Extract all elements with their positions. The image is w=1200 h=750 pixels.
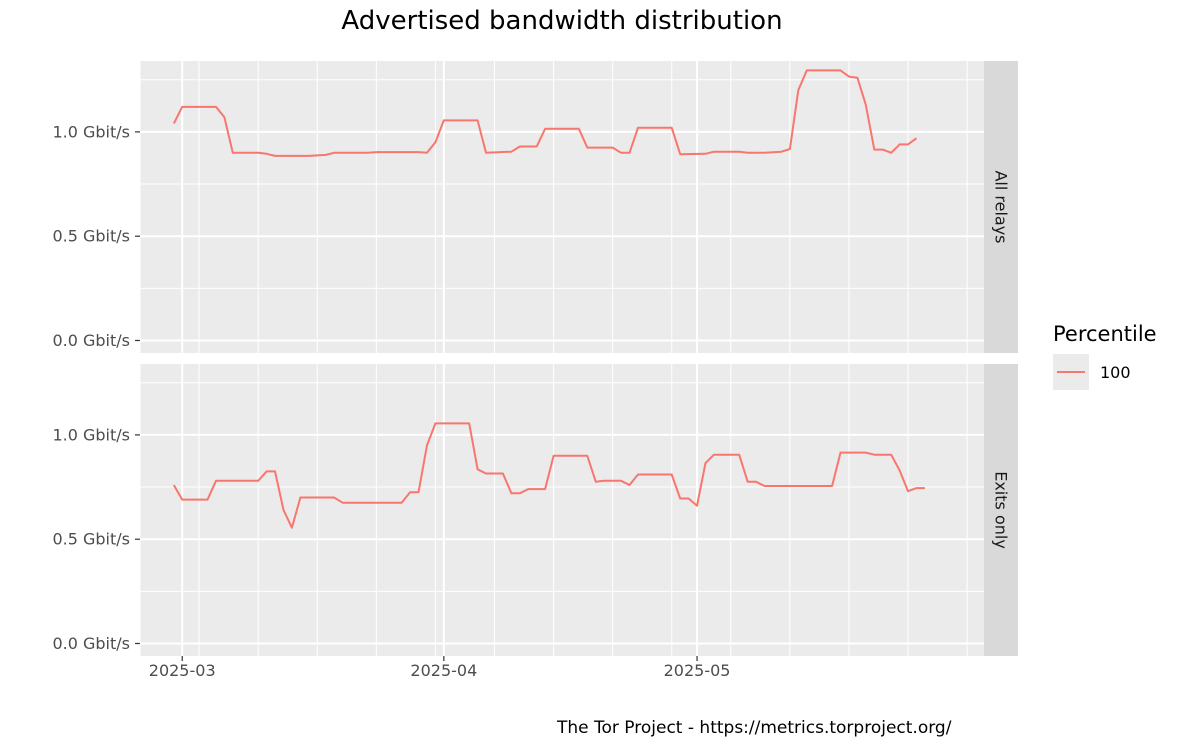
y-tick-label: 1.0 Gbit/s xyxy=(52,122,130,141)
panel-background xyxy=(140,364,984,656)
series-line xyxy=(172,69,918,157)
legend-swatch xyxy=(1057,371,1085,373)
facet-panel: Exits only 0.0 Gbit/s 0.5 Gbit/s 1.0 Gbit/s xyxy=(52,364,1018,656)
facet-strip-label: Exits only xyxy=(992,471,1011,549)
facet-strip xyxy=(984,364,1018,656)
facet-panel: All relays 0.0 Gbit/s 0.5 Gbit/s 1.0 Gbit/s xyxy=(52,61,1018,353)
facet-strip xyxy=(984,61,1018,353)
series-line xyxy=(172,422,925,529)
y-tick-label: 0.5 Gbit/s xyxy=(52,530,130,549)
y-tick-label: 0.0 Gbit/s xyxy=(52,331,130,350)
x-tick-label: 2025-03 xyxy=(149,661,216,680)
credit-text: The Tor Project - https://metrics.torpro… xyxy=(557,718,952,738)
panel-background xyxy=(140,61,984,353)
x-tick-label: 2025-05 xyxy=(664,661,731,680)
x-tick-label: 2025-04 xyxy=(410,661,477,680)
facet-strip-label: All relays xyxy=(992,170,1011,243)
chart-title: Advertised bandwidth distribution xyxy=(341,6,783,36)
legend-title: Percentile xyxy=(1053,322,1157,346)
legend-key xyxy=(1053,354,1089,390)
y-tick-label: 1.0 Gbit/s xyxy=(52,425,130,444)
y-tick-label: 0.5 Gbit/s xyxy=(52,227,130,246)
legend-item: 100 xyxy=(1053,354,1157,390)
y-tick-label: 0.0 Gbit/s xyxy=(52,634,130,653)
legend-label: 100 xyxy=(1100,362,1131,382)
legend: Percentile 100 xyxy=(1053,322,1157,390)
